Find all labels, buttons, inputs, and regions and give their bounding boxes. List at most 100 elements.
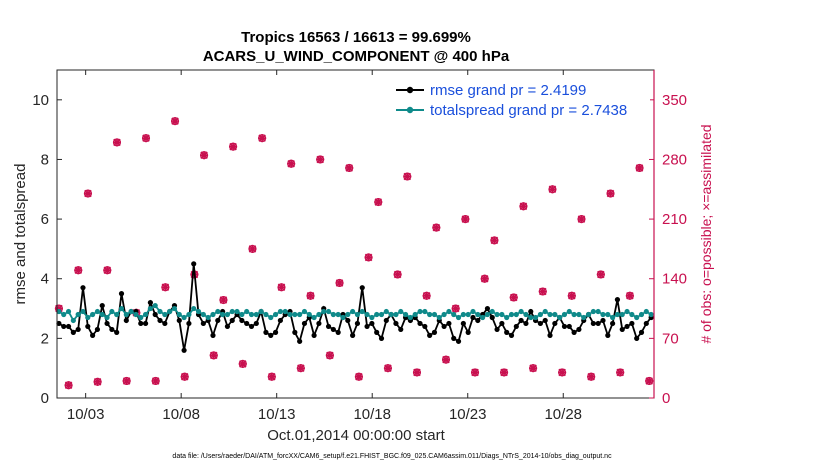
rmse-point bbox=[446, 320, 452, 327]
rmse-point bbox=[484, 305, 491, 312]
obs-assimilated-marker bbox=[422, 291, 431, 300]
totalspread-point bbox=[427, 311, 433, 318]
totalspread-point bbox=[350, 308, 356, 315]
rmse-point bbox=[470, 314, 476, 321]
rmse-point bbox=[311, 332, 317, 338]
totalspread-point bbox=[282, 308, 288, 315]
rmse-point bbox=[499, 320, 505, 327]
totalspread-point bbox=[123, 311, 129, 318]
rmse-point bbox=[619, 326, 625, 333]
obs-assimilated-marker bbox=[316, 155, 325, 164]
totalspread-point bbox=[316, 311, 322, 318]
rmse-point bbox=[561, 323, 568, 330]
rmse-point bbox=[325, 323, 332, 330]
rmse-point bbox=[56, 320, 62, 327]
rmse-point bbox=[118, 291, 125, 297]
rmse-point bbox=[504, 329, 510, 335]
obs-assimilated-marker bbox=[519, 202, 528, 211]
obs-assimilated-marker bbox=[258, 134, 267, 143]
totalspread-point bbox=[600, 311, 606, 318]
totalspread-point bbox=[634, 314, 640, 321]
totalspread-point bbox=[152, 302, 158, 309]
obs-assimilated-marker bbox=[161, 283, 170, 292]
rmse-point bbox=[90, 332, 96, 338]
rmse-point bbox=[301, 320, 308, 327]
y-right-tick-label: 350 bbox=[662, 92, 687, 109]
totalspread-point bbox=[446, 308, 452, 315]
rmse-point bbox=[123, 317, 129, 324]
rmse-point bbox=[99, 302, 105, 309]
rmse-point bbox=[634, 335, 640, 341]
totalspread-point bbox=[547, 311, 553, 318]
rmse-point bbox=[566, 323, 572, 330]
totalspread-point bbox=[181, 314, 187, 321]
totalspread-point bbox=[388, 311, 394, 318]
obs-assimilated-marker bbox=[267, 372, 276, 381]
totalspread-point bbox=[205, 314, 211, 321]
totalspread-point bbox=[215, 308, 221, 315]
totalspread-point bbox=[460, 311, 466, 318]
axis-ticks: 10/03 10/08 10/13 10/18 10/23 10/28 0 2 4 6 8 10 0 70… bbox=[32, 70, 687, 423]
rmse-point bbox=[152, 311, 158, 318]
obs-assimilated-marker bbox=[93, 377, 102, 386]
totalspread-point bbox=[248, 311, 255, 318]
obs-assimilated-marker bbox=[171, 117, 180, 126]
rmse-point bbox=[422, 323, 428, 330]
totalspread-point bbox=[118, 305, 125, 312]
totalspread-point bbox=[224, 311, 231, 318]
rmse-point bbox=[277, 317, 283, 324]
obs-assimilated-marker bbox=[277, 283, 286, 292]
totalspread-point bbox=[138, 314, 144, 321]
totalspread-point bbox=[643, 308, 649, 315]
obs-assimilated-marker bbox=[248, 244, 257, 253]
totalspread-point bbox=[557, 314, 563, 321]
y-right-tick-label: 280 bbox=[662, 151, 687, 168]
rmse-point bbox=[157, 317, 163, 324]
totalspread-point bbox=[210, 311, 216, 318]
totalspread-point bbox=[581, 314, 587, 321]
obs-assimilated-marker bbox=[383, 364, 392, 373]
rmse-point bbox=[109, 326, 115, 333]
totalspread-point bbox=[263, 311, 269, 318]
x-axis-label: Oct.01,2014 00:00:00 start bbox=[267, 427, 445, 444]
rmse-point bbox=[571, 329, 577, 335]
obs-assimilated-marker bbox=[635, 163, 644, 172]
totalspread-point bbox=[109, 308, 115, 315]
obs-assimilated-marker bbox=[354, 372, 363, 381]
obs-assimilated-marker bbox=[403, 172, 412, 181]
y-left-tick-label: 10 bbox=[32, 92, 49, 109]
totalspread-point bbox=[345, 311, 351, 318]
totalspread-point bbox=[234, 308, 240, 315]
totalspread-point bbox=[470, 308, 476, 315]
obs-assimilated-marker bbox=[306, 291, 315, 300]
totalspread-point bbox=[542, 308, 548, 315]
rmse-point bbox=[75, 326, 81, 333]
rmse-point bbox=[272, 329, 279, 335]
obs-assimilated-marker bbox=[451, 304, 460, 313]
totalspread-point bbox=[253, 311, 259, 318]
rmse-point bbox=[210, 332, 216, 338]
obs-assimilated-marker bbox=[74, 266, 83, 275]
totalspread-point bbox=[595, 308, 601, 315]
obs-assimilated-marker bbox=[480, 274, 489, 283]
rmse-point bbox=[629, 320, 635, 327]
rmse-point bbox=[451, 335, 457, 341]
totalspread-point bbox=[133, 311, 139, 318]
obs-assimilated-marker bbox=[364, 253, 373, 262]
totalspread-point bbox=[200, 311, 206, 318]
totalspread-point bbox=[378, 311, 385, 318]
obs-assimilated-marker bbox=[393, 270, 402, 279]
totalspread-point bbox=[629, 311, 635, 318]
y-axis-right-label: # of obs: o=possible; ×=assimilated bbox=[698, 124, 714, 343]
totalspread-point bbox=[465, 311, 471, 318]
totalspread-point bbox=[451, 311, 457, 318]
totalspread-point bbox=[354, 311, 361, 318]
rmse-point bbox=[244, 320, 250, 327]
rmse-point bbox=[316, 320, 322, 327]
totalspread-point bbox=[585, 311, 592, 318]
totalspread-point bbox=[398, 308, 404, 315]
rmse-point bbox=[248, 323, 255, 330]
rmse-point bbox=[624, 323, 630, 330]
totalspread-point bbox=[104, 314, 110, 321]
